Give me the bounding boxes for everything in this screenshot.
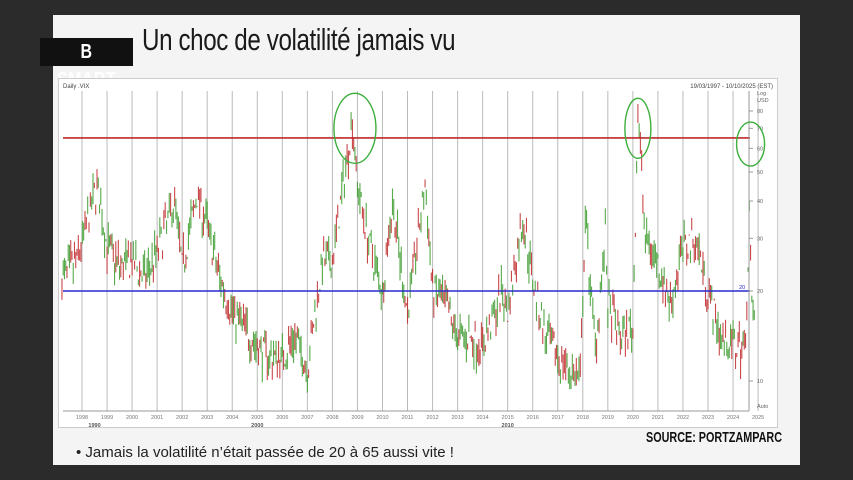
x-tick-label: 2011: [402, 415, 414, 421]
x-tick-label: 2018: [577, 415, 589, 421]
x-tick-label: 2024: [727, 415, 739, 421]
x-era-label: 2010: [502, 423, 514, 429]
x-tick-label: 2004: [226, 415, 238, 421]
y-tick-label: 20: [757, 289, 763, 295]
reference-label: 20: [739, 285, 745, 291]
x-tick-label: 2013: [451, 415, 463, 421]
y-tick-label: 40: [757, 199, 763, 205]
x-tick-label: 2002: [176, 415, 188, 421]
x-tick-label: 2017: [552, 415, 564, 421]
bullet-text: • Jamais la volatilité n’était passée de…: [76, 444, 454, 461]
x-tick-label: 2016: [527, 415, 539, 421]
x-tick-label: 2010: [376, 415, 388, 421]
x-tick-label: 2022: [677, 415, 689, 421]
x-tick-label: 2000: [126, 415, 138, 421]
x-tick-label: 2001: [151, 415, 163, 421]
x-tick-label: 2021: [652, 415, 664, 421]
y-axis-label: Log: [757, 91, 766, 97]
x-tick-label: 2007: [301, 415, 313, 421]
y-tick-label: 70: [757, 126, 763, 132]
x-tick-label: 2023: [702, 415, 714, 421]
y-tick-label: 10: [757, 379, 763, 385]
x-tick-label: 2008: [326, 415, 338, 421]
x-tick-label: 2012: [426, 415, 438, 421]
chart-panel: Daily .VIX 19/03/1997 - 10/10/2025 (EST)…: [58, 78, 778, 429]
x-tick-label: 2009: [351, 415, 363, 421]
x-tick-label: 2020: [627, 415, 639, 421]
y-tick-label: 50: [757, 170, 763, 176]
y-tick-label: 60: [757, 146, 763, 152]
date-range: 19/03/1997 - 10/10/2025 (EST): [690, 84, 773, 90]
y-tick-label: 80: [757, 109, 763, 115]
highlight-circle: [624, 97, 652, 160]
x-tick-label: 1999: [101, 415, 113, 421]
source-label: SOURCE: PORTZAMPARC: [646, 429, 783, 446]
y-axis-label: USD: [757, 98, 769, 104]
slide-title: Un choc de volatilité jamais vu: [142, 22, 456, 57]
highlight-circle: [735, 121, 766, 167]
x-tick-label: 1998: [76, 415, 88, 421]
bsmart-logo: B SMART: [40, 38, 133, 91]
highlight-circle: [333, 92, 377, 165]
x-tick-label: 2014: [477, 415, 489, 421]
y-axis-footer: Auto: [757, 404, 768, 410]
x-era-label: 2000: [251, 423, 263, 429]
x-tick-label: 2019: [602, 415, 614, 421]
y-tick-label: 30: [757, 236, 763, 242]
x-tick-label: 2015: [502, 415, 514, 421]
chart-title: Daily .VIX: [63, 84, 89, 90]
x-tick-label: 2025: [752, 415, 764, 421]
vix-chart: Daily .VIX 19/03/1997 - 10/10/2025 (EST)…: [61, 84, 773, 429]
x-tick-label: 2003: [201, 415, 213, 421]
x-era-label: 1990: [88, 423, 100, 429]
x-tick-label: 2006: [276, 415, 288, 421]
x-tick-label: 2005: [251, 415, 263, 421]
